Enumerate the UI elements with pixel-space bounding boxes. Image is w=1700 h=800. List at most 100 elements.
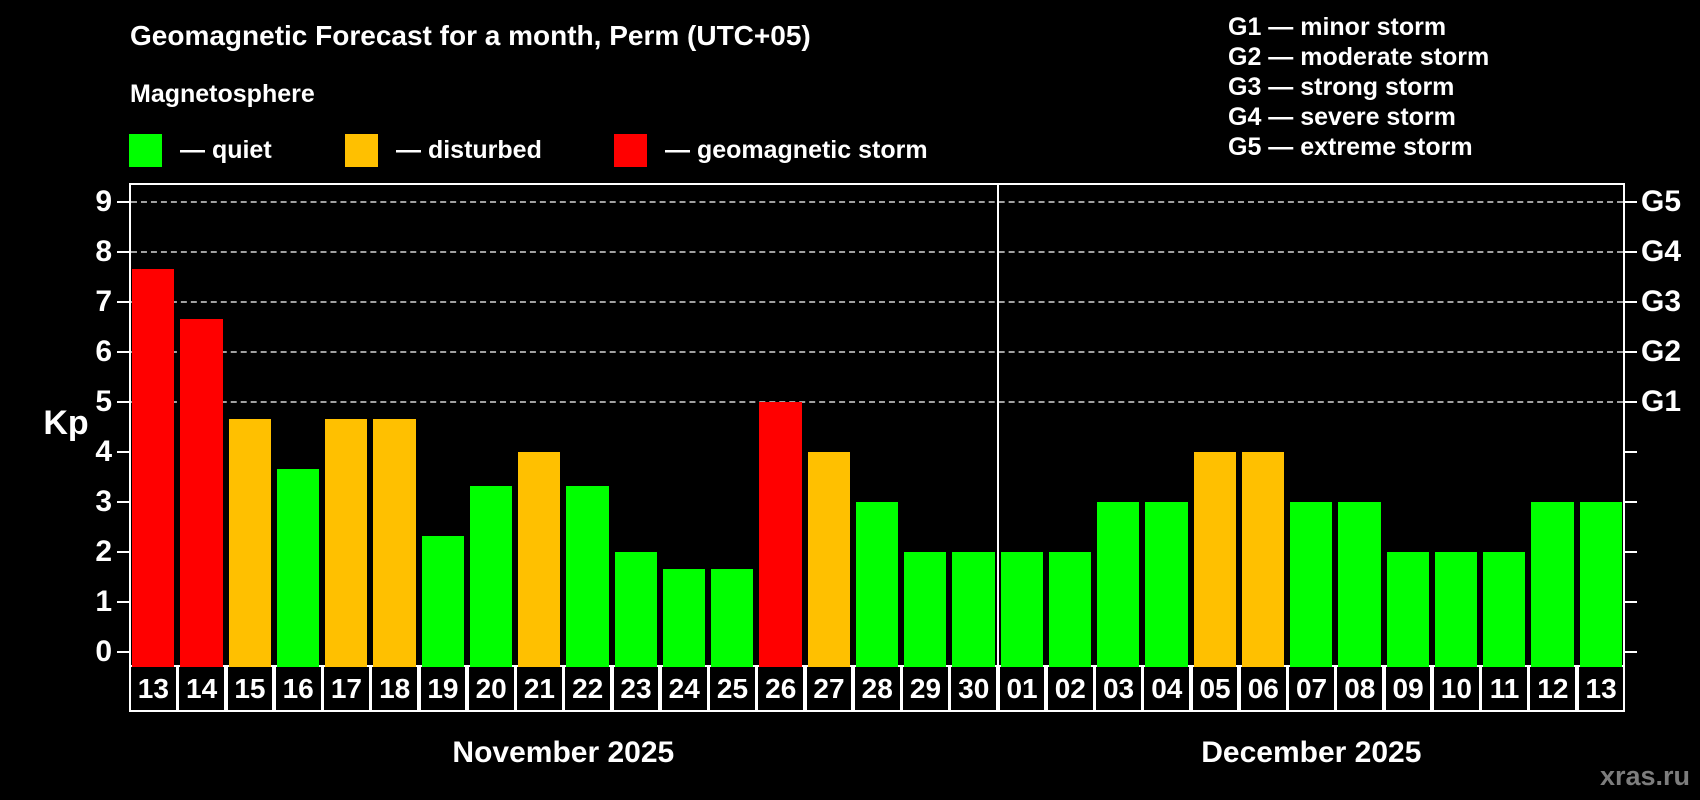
day-label-box: 21 xyxy=(515,665,564,712)
day-label-box: 04 xyxy=(1142,665,1192,712)
legend-item-disturbed: — disturbed xyxy=(345,133,542,167)
right-tick xyxy=(1625,301,1637,303)
g2-legend-line: G2 — moderate storm xyxy=(1228,43,1490,71)
day-label-box: 08 xyxy=(1335,665,1385,712)
month-label-november: November 2025 xyxy=(452,736,675,769)
kp-bar-day-27 xyxy=(807,452,850,667)
day-label-box: 05 xyxy=(1190,665,1240,712)
kp-bar-day-02 xyxy=(1048,552,1092,667)
y-tick xyxy=(117,201,129,203)
day-label-box: 29 xyxy=(901,665,950,712)
gridline xyxy=(131,401,1623,403)
legend-label: — quiet xyxy=(180,135,272,164)
right-tick xyxy=(1625,501,1637,503)
g-level-label: G2 xyxy=(1641,335,1682,368)
quiet-color-swatch xyxy=(129,133,162,167)
kp-bar-day-14 xyxy=(180,318,223,667)
y-tick xyxy=(117,651,129,653)
y-tick-label: 5 xyxy=(95,385,112,418)
y-tick xyxy=(117,601,129,603)
y-tick-label: 1 xyxy=(95,585,112,618)
y-tick-label: 9 xyxy=(95,185,112,218)
y-tick-label: 8 xyxy=(95,235,112,268)
kp-bar-day-04 xyxy=(1145,502,1188,667)
watermark: xras.ru xyxy=(1599,761,1690,791)
g4-legend-line: G4 — severe storm xyxy=(1228,103,1456,131)
y-tick-label: 2 xyxy=(95,535,112,568)
kp-bar-day-19 xyxy=(421,535,464,667)
y-tick xyxy=(117,551,129,553)
kp-bar-day-09 xyxy=(1386,552,1429,667)
day-label-box: 28 xyxy=(852,665,902,712)
g-scale-legend: G1 — minor storm G2 — moderate storm G3 … xyxy=(1228,12,1489,162)
day-label-box: 15 xyxy=(225,665,275,712)
kp-bar-day-24 xyxy=(662,568,706,667)
legend-item-quiet: — quiet xyxy=(129,133,272,167)
day-label-box: 16 xyxy=(273,665,323,712)
day-label-box: 10 xyxy=(1431,665,1481,712)
g-level-label: G5 xyxy=(1641,185,1682,218)
legend-label: — geomagnetic storm xyxy=(665,135,928,164)
kp-bar-day-21 xyxy=(518,452,561,667)
month-label-december: December 2025 xyxy=(1201,736,1422,769)
y-tick xyxy=(117,251,129,253)
day-label-box: 26 xyxy=(756,665,806,712)
day-label-box: 30 xyxy=(949,665,999,712)
y-tick-label: 0 xyxy=(95,635,112,668)
g-level-label: G1 xyxy=(1641,385,1682,418)
kp-bar-day-25 xyxy=(711,568,754,667)
g1-legend-line: G1 — minor storm xyxy=(1228,13,1447,41)
y-tick xyxy=(117,401,129,403)
y-tick-label: 7 xyxy=(95,285,112,318)
day-label-box: 17 xyxy=(322,665,371,712)
g3-legend-line: G3 — strong storm xyxy=(1228,73,1455,101)
right-tick xyxy=(1625,351,1637,353)
kp-bar-day-01 xyxy=(1000,552,1043,667)
kp-bar-day-13 xyxy=(1579,502,1622,667)
g-level-label: G3 xyxy=(1641,285,1682,318)
storm-color-swatch xyxy=(614,133,647,167)
right-tick xyxy=(1625,201,1637,203)
kp-bar-day-28 xyxy=(855,502,899,667)
kp-bar-day-12 xyxy=(1531,502,1574,667)
gridline xyxy=(131,201,1623,203)
right-tick xyxy=(1625,251,1637,253)
kp-bar-day-30 xyxy=(952,552,995,667)
kp-bar-day-15 xyxy=(228,418,271,667)
kp-bar-day-11 xyxy=(1483,552,1526,667)
kp-bar-day-20 xyxy=(469,485,513,667)
kp-bar-day-07 xyxy=(1290,502,1333,667)
kp-bar-day-10 xyxy=(1434,552,1478,667)
disturbed-color-swatch xyxy=(345,133,378,167)
kp-bar-day-29 xyxy=(904,552,947,667)
kp-bar-day-03 xyxy=(1097,502,1140,667)
day-label-box: 13 xyxy=(129,665,178,712)
kp-bar-day-26 xyxy=(759,402,802,667)
kp-bar-day-16 xyxy=(276,468,320,667)
y-tick xyxy=(117,501,129,503)
day-label-box: 13 xyxy=(1576,665,1626,712)
day-label-box: 24 xyxy=(659,665,709,712)
day-label-box: 09 xyxy=(1383,665,1433,712)
y-axis-label: Kp xyxy=(43,404,89,442)
g-level-label: G4 xyxy=(1641,235,1682,268)
right-tick xyxy=(1625,651,1637,653)
day-label-box: 19 xyxy=(418,665,468,712)
day-label-box: 02 xyxy=(1045,665,1095,712)
month-separator-line xyxy=(996,185,999,665)
y-tick xyxy=(117,451,129,453)
gridline xyxy=(131,251,1623,253)
kp-bar-day-22 xyxy=(566,485,609,667)
day-label-box: 27 xyxy=(804,665,854,712)
gridline xyxy=(131,301,1623,303)
right-tick xyxy=(1625,451,1637,453)
day-label-box: 20 xyxy=(466,665,516,712)
kp-bar-day-18 xyxy=(373,418,416,667)
y-tick xyxy=(117,351,129,353)
day-label-box: 07 xyxy=(1287,665,1336,712)
day-label-box: 12 xyxy=(1528,665,1578,712)
y-tick xyxy=(117,301,129,303)
right-tick xyxy=(1625,551,1637,553)
legend-item-storm: — geomagnetic storm xyxy=(614,133,928,167)
